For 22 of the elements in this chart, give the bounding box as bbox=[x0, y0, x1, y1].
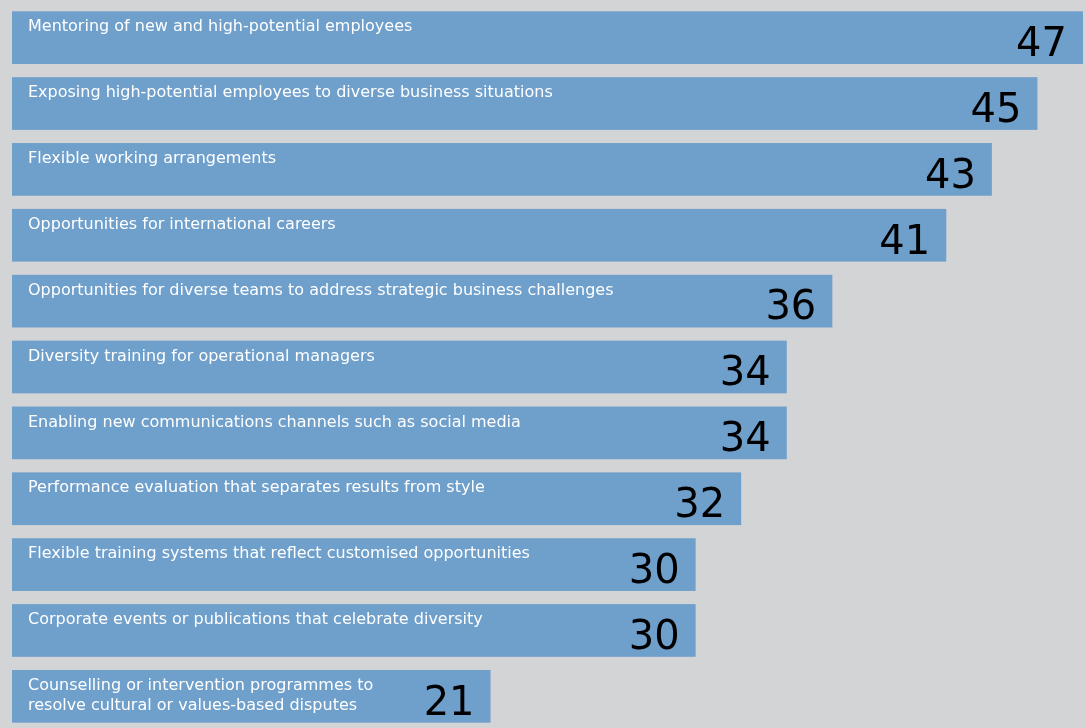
y-tick-label: Flexible training systems that reflect customised opportunities bbox=[28, 543, 530, 563]
data-label: 45 bbox=[970, 84, 1022, 131]
data-label: 30 bbox=[628, 545, 680, 592]
data-label: 34 bbox=[719, 414, 771, 461]
data-label: 34 bbox=[719, 348, 771, 395]
data-label: 36 bbox=[765, 282, 817, 329]
data-label: 47 bbox=[1016, 19, 1067, 66]
data-label: 30 bbox=[628, 611, 680, 658]
y-tick-label: Diversity training for operational managers bbox=[28, 345, 375, 365]
y-tick-label: Flexible working arrangements bbox=[28, 148, 277, 168]
y-tick-label: Performance evaluation that separates results from style bbox=[28, 477, 485, 497]
data-label: 43 bbox=[924, 150, 976, 197]
y-tick-label: Opportunities for diverse teams to address strategic business challenges bbox=[28, 279, 614, 299]
y-tick-label: Opportunities for international careers bbox=[28, 213, 336, 233]
y-tick-label: Exposing high-potential employees to diverse business situations bbox=[28, 82, 553, 102]
data-label: 21 bbox=[423, 677, 475, 724]
y-tick-label: Mentoring of new and high-potential employees bbox=[28, 16, 413, 36]
y-tick-label: Corporate events or publications that celebrate diversity bbox=[28, 609, 483, 629]
data-label: 41 bbox=[879, 216, 931, 263]
y-tick-label: Enabling new communications channels such as social media bbox=[28, 411, 521, 431]
y-tick-label: Counselling or intervention programmes to resolve cultural or values-based disputes bbox=[28, 674, 374, 714]
data-label: 32 bbox=[674, 480, 726, 527]
